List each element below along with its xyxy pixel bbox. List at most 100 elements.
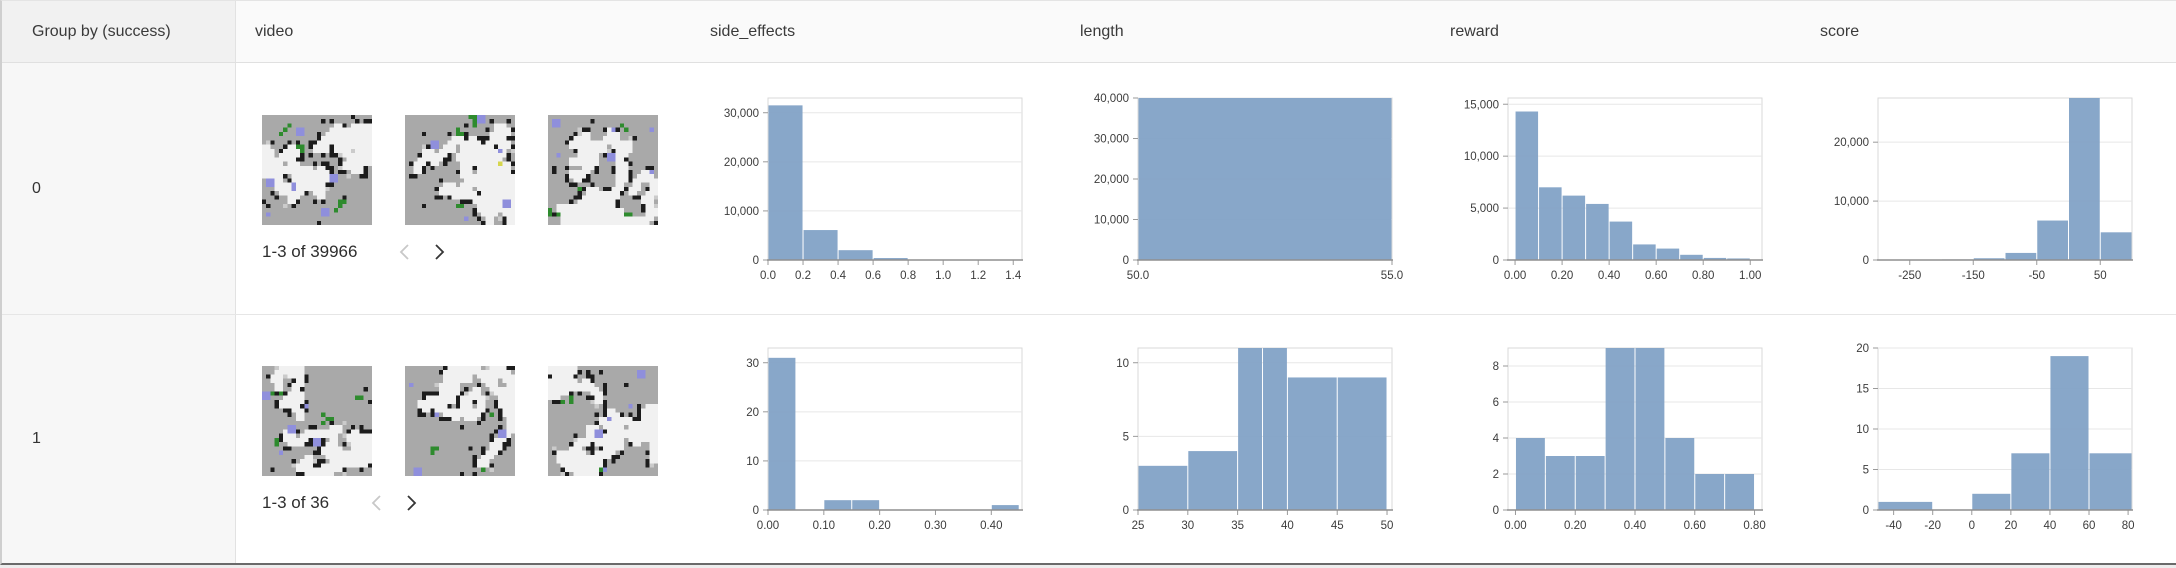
cell-score: 0 10,000 20,000 -250 -150 -50 50 bbox=[1806, 63, 2174, 314]
svg-text:10,000: 10,000 bbox=[1834, 196, 1869, 208]
svg-text:55.0: 55.0 bbox=[1381, 270, 1403, 282]
svg-text:0: 0 bbox=[1123, 505, 1129, 517]
svg-text:25: 25 bbox=[1132, 520, 1145, 532]
svg-text:60: 60 bbox=[2083, 520, 2096, 532]
cell-length: 0 5 10 25 30 35 40 45 50 bbox=[1066, 315, 1436, 563]
svg-text:0.8: 0.8 bbox=[900, 270, 916, 282]
cell-side-effects: 0 10 20 30 0.00 0.10 0.20 0.30 0.40 bbox=[696, 315, 1066, 563]
svg-text:1.0: 1.0 bbox=[935, 270, 951, 282]
video-cell: 1-3 of 39966 bbox=[236, 63, 696, 314]
histogram-score-row-0: 0 10,000 20,000 -250 -150 -50 50 bbox=[1806, 90, 2156, 288]
svg-text:0.00: 0.00 bbox=[1504, 520, 1526, 532]
histogram-side-effects-row-0: 0 10,000 20,000 30,000 0.0 0.2 0.4 0.6 0.8 1.0 1.2… bbox=[696, 90, 1046, 288]
video-thumbnail[interactable] bbox=[262, 115, 372, 225]
svg-text:0.60: 0.60 bbox=[1684, 520, 1706, 532]
cell-score: 0 5 10 15 20 -40 -20 0 20 40 60 80 bbox=[1806, 315, 2174, 563]
cell-side-effects: 0 10,000 20,000 30,000 0.0 0.2 0.4 0.6 0.8 1.0 1.2… bbox=[696, 63, 1066, 314]
svg-text:0.20: 0.20 bbox=[868, 520, 890, 532]
svg-text:2: 2 bbox=[1493, 469, 1499, 481]
svg-text:45: 45 bbox=[1331, 520, 1344, 532]
column-header-group-by: Group by (success) bbox=[2, 1, 236, 62]
group-value-cell: 0 bbox=[2, 63, 236, 314]
column-header-length: length bbox=[1080, 22, 1124, 40]
video-thumbnail[interactable] bbox=[405, 115, 515, 225]
svg-text:-50: -50 bbox=[2028, 270, 2045, 282]
next-page-button[interactable] bbox=[401, 493, 421, 513]
svg-text:40: 40 bbox=[1281, 520, 1294, 532]
svg-text:-40: -40 bbox=[1885, 520, 1902, 532]
svg-text:1.00: 1.00 bbox=[1739, 270, 1761, 282]
cell-length: 0 10,000 20,000 30,000 40,000 50.0 55.0 bbox=[1066, 63, 1436, 314]
video-thumbnail-strip bbox=[262, 115, 696, 225]
svg-text:0: 0 bbox=[753, 255, 759, 267]
histogram-score-row-1: 0 5 10 15 20 -40 -20 0 20 40 60 80 bbox=[1806, 340, 2156, 538]
svg-text:30: 30 bbox=[746, 358, 759, 370]
svg-text:-250: -250 bbox=[1898, 270, 1921, 282]
svg-text:-150: -150 bbox=[1962, 270, 1985, 282]
svg-text:0.60: 0.60 bbox=[1645, 270, 1667, 282]
svg-text:50.0: 50.0 bbox=[1127, 270, 1149, 282]
svg-text:15,000: 15,000 bbox=[1464, 99, 1499, 111]
video-thumbnail[interactable] bbox=[405, 365, 515, 476]
column-header-video: video bbox=[255, 22, 294, 40]
svg-text:10: 10 bbox=[1856, 424, 1869, 436]
video-thumbnail[interactable] bbox=[548, 115, 658, 225]
svg-text:20: 20 bbox=[746, 407, 759, 419]
svg-text:0.80: 0.80 bbox=[1692, 270, 1714, 282]
svg-text:5,000: 5,000 bbox=[1470, 203, 1499, 215]
svg-text:10,000: 10,000 bbox=[724, 205, 759, 217]
svg-text:0: 0 bbox=[1493, 505, 1499, 517]
prev-page-button[interactable] bbox=[367, 493, 387, 513]
svg-text:20,000: 20,000 bbox=[1094, 174, 1129, 186]
svg-text:20: 20 bbox=[1856, 343, 1869, 355]
svg-text:0.0: 0.0 bbox=[760, 270, 776, 282]
svg-text:0: 0 bbox=[1493, 255, 1499, 267]
svg-text:30,000: 30,000 bbox=[724, 107, 759, 119]
svg-text:1.4: 1.4 bbox=[1005, 270, 1022, 282]
chevron-left-icon bbox=[400, 244, 410, 260]
svg-text:0.00: 0.00 bbox=[757, 520, 779, 532]
svg-text:10: 10 bbox=[1116, 358, 1129, 370]
group-value-cell: 1 bbox=[2, 315, 236, 563]
histogram-side-effects-row-1: 0 10 20 30 0.00 0.10 0.20 0.30 0.40 bbox=[696, 340, 1046, 538]
chevron-right-icon bbox=[407, 494, 417, 511]
svg-text:40,000: 40,000 bbox=[1094, 93, 1129, 105]
svg-text:0.10: 0.10 bbox=[813, 520, 835, 532]
column-header-reward: reward bbox=[1450, 22, 1499, 40]
svg-text:20,000: 20,000 bbox=[1834, 137, 1869, 149]
svg-text:10,000: 10,000 bbox=[1094, 214, 1129, 226]
svg-text:0: 0 bbox=[1863, 255, 1869, 267]
svg-text:0: 0 bbox=[1969, 520, 1975, 532]
svg-text:50: 50 bbox=[1381, 520, 1394, 532]
pagination-label: 1-3 of 36 bbox=[262, 492, 330, 512]
prev-page-button[interactable] bbox=[395, 242, 415, 262]
svg-text:0.80: 0.80 bbox=[1743, 520, 1765, 532]
svg-text:30: 30 bbox=[1181, 520, 1194, 532]
chevron-right-icon bbox=[435, 244, 445, 260]
column-header-side-effects: side_effects bbox=[710, 22, 796, 40]
svg-text:1.2: 1.2 bbox=[970, 270, 986, 282]
svg-text:0: 0 bbox=[1123, 255, 1129, 267]
table-row-group-0: 0 1-3 of 39966 bbox=[2, 63, 2176, 315]
histogram-reward-row-0: 0 5,000 10,000 15,000 0.00 0.20 0.40 0.60 0.80 1.… bbox=[1436, 90, 1786, 288]
svg-text:0: 0 bbox=[753, 505, 759, 517]
video-thumbnail-strip bbox=[262, 365, 696, 476]
svg-text:40: 40 bbox=[2044, 520, 2057, 532]
histogram-length-row-0: 0 10,000 20,000 30,000 40,000 50.0 55.0 bbox=[1066, 90, 1416, 288]
video-thumbnail[interactable] bbox=[548, 365, 658, 476]
svg-text:0.40: 0.40 bbox=[980, 520, 1002, 532]
video-pager: 1-3 of 36 bbox=[262, 493, 696, 513]
table-row-group-1: 1 1-3 of 36 bbox=[2, 315, 2176, 563]
svg-text:50: 50 bbox=[2094, 270, 2107, 282]
histogram-reward-row-1: 0 2 4 6 8 0.00 0.20 0.40 0.60 0.80 bbox=[1436, 340, 1786, 538]
svg-text:6: 6 bbox=[1493, 397, 1499, 409]
next-page-button[interactable] bbox=[429, 242, 449, 262]
svg-text:5: 5 bbox=[1863, 465, 1869, 477]
video-thumbnail[interactable] bbox=[262, 365, 372, 476]
svg-text:0.00: 0.00 bbox=[1504, 270, 1526, 282]
svg-text:80: 80 bbox=[2122, 520, 2135, 532]
column-header-score: score bbox=[1820, 22, 1860, 40]
svg-text:20: 20 bbox=[2004, 520, 2017, 532]
svg-text:0.20: 0.20 bbox=[1551, 270, 1573, 282]
svg-text:0.4: 0.4 bbox=[830, 270, 847, 282]
